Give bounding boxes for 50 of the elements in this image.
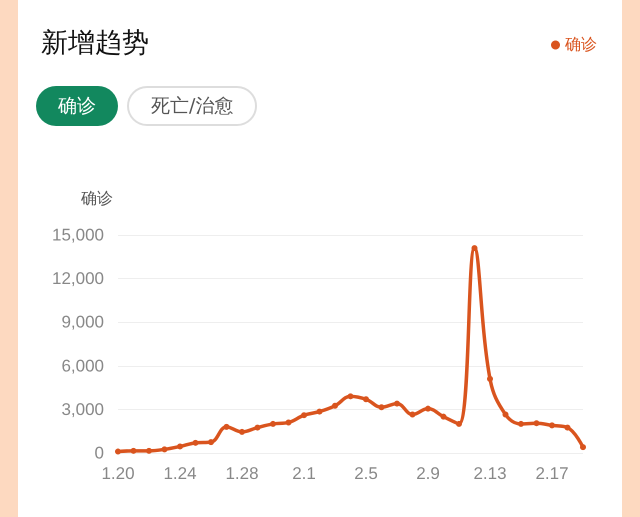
point <box>177 443 183 450</box>
point <box>208 439 214 446</box>
point <box>564 424 570 431</box>
point <box>456 420 462 427</box>
y-axis-title: 确诊 <box>80 190 113 208</box>
x-tick-label: 2.17 <box>535 464 569 483</box>
point <box>394 400 400 407</box>
point <box>472 245 478 252</box>
y-tick-label: 0 <box>94 444 104 462</box>
point <box>580 444 586 450</box>
point <box>270 420 276 427</box>
x-tick-label: 1.28 <box>225 464 259 483</box>
text: 确诊 <box>36 86 118 126</box>
point <box>254 424 260 431</box>
point <box>301 412 307 418</box>
y-tick-label: 12,000 <box>52 269 104 288</box>
y-tick-label: 3,000 <box>61 400 104 419</box>
point <box>410 411 416 418</box>
point <box>502 411 508 418</box>
point <box>534 420 540 426</box>
point <box>316 408 322 415</box>
y-tick-label: 6,000 <box>61 356 104 376</box>
chart-title: 新增趋势 <box>41 28 149 58</box>
point <box>487 376 493 382</box>
x-tick-label: 2.1 <box>292 464 316 483</box>
point <box>286 419 292 426</box>
point <box>224 424 230 430</box>
point <box>115 448 121 455</box>
point <box>348 393 354 400</box>
point <box>425 406 431 412</box>
text: 死亡/治愈 <box>127 86 258 126</box>
point <box>192 440 198 446</box>
point <box>162 446 168 452</box>
point <box>130 448 136 454</box>
x-tick-label: 2.9 <box>416 464 440 483</box>
point <box>146 448 152 454</box>
x-tick-label: 1.20 <box>101 464 135 483</box>
point <box>332 402 338 409</box>
x-tick-label: 2.5 <box>354 464 378 483</box>
x-tick-label: 1.24 <box>163 464 197 483</box>
y-tick-label: 9,000 <box>61 312 104 332</box>
point <box>440 414 446 420</box>
point <box>239 428 245 435</box>
y-tick-label: 15,000 <box>52 226 104 244</box>
legend-label: 确诊 <box>564 36 597 54</box>
point <box>363 396 369 402</box>
point <box>378 404 384 410</box>
point <box>549 422 555 428</box>
x-tick-label: 2.13 <box>473 464 507 483</box>
point <box>518 420 524 427</box>
